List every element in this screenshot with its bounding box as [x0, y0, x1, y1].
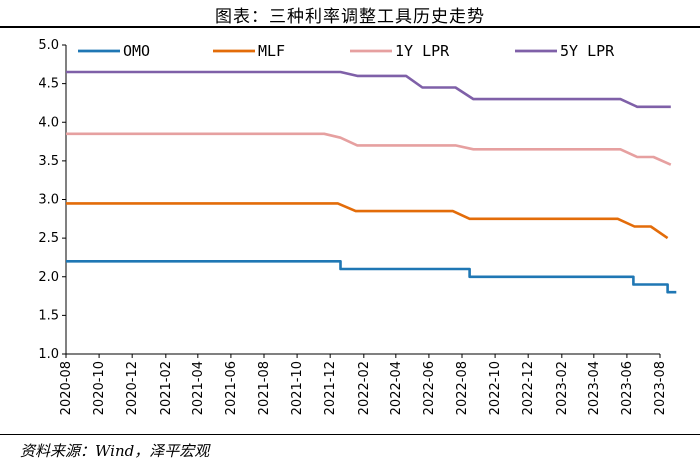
series-line-omo [66, 260, 677, 294]
series-line-1y-lpr [66, 132, 672, 166]
chart-series-lines [66, 70, 677, 294]
x-tick-label: 2022-06 [422, 361, 437, 415]
legend-label-1y-lpr: 1Y LPR [395, 42, 450, 60]
source-note: 资料来源：Wind，泽平宏观 [20, 442, 210, 460]
x-tick-label: 2022-08 [455, 361, 470, 415]
x-tick-label: 2021-04 [191, 361, 206, 415]
x-tick-label: 2023-08 [653, 361, 668, 415]
chart-legend: OMO MLF 1Y LPR 5Y LPR [78, 42, 615, 60]
x-tick-label: 2023-06 [620, 361, 635, 415]
legend-label-5y-lpr: 5Y LPR [560, 42, 615, 60]
y-tick-label: 3.5 [38, 154, 59, 169]
y-tick-label: 2.5 [38, 231, 59, 246]
series-line-5y-lpr [66, 70, 671, 109]
x-tick-label: 2021-06 [224, 361, 239, 415]
x-tick-label: 2021-02 [159, 361, 174, 415]
x-tick-label: 2022-10 [488, 361, 503, 415]
x-tick-label: 2020-08 [59, 361, 74, 415]
legend-label-omo: OMO [123, 42, 150, 60]
y-tick-label: 4.5 [38, 77, 59, 92]
x-tick-label: 2020-12 [125, 361, 140, 415]
y-tick-label: 2.0 [38, 270, 59, 285]
x-tick-label: 2023-04 [587, 361, 602, 415]
y-tick-label: 3.0 [38, 193, 59, 208]
series-line-mlf [66, 202, 669, 240]
y-tick-label: 1.5 [38, 308, 59, 323]
x-tick-label: 2022-12 [521, 361, 536, 415]
bottom-rule [0, 434, 700, 435]
legend-label-mlf: MLF [258, 42, 285, 60]
title-rule [0, 26, 700, 28]
y-tick-label: 5.0 [38, 38, 59, 53]
x-tick-label: 2021-08 [257, 361, 272, 415]
x-tick-label: 2021-10 [290, 361, 305, 415]
x-tick-label: 2021-12 [323, 361, 338, 415]
x-tick-label: 2020-10 [92, 361, 107, 415]
x-tick-label: 2022-02 [357, 361, 372, 415]
chart-title: 图表：三种利率调整工具历史走势 [215, 7, 485, 27]
x-tick-label: 2023-02 [555, 361, 570, 415]
y-tick-label: 1.0 [38, 347, 59, 362]
y-tick-label: 4.0 [38, 115, 59, 130]
x-tick-label: 2022-04 [389, 361, 404, 415]
